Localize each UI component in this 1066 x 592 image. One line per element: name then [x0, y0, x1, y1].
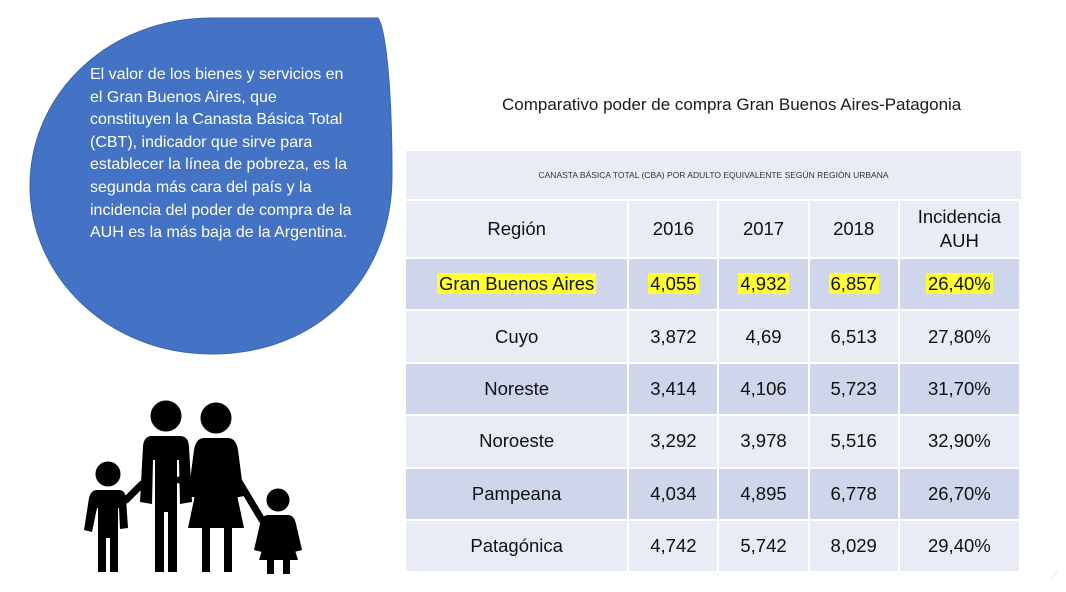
highlighted-value: 4,932 [738, 273, 789, 295]
cell-region: Gran Buenos Aires [406, 258, 630, 312]
table-row: Patagónica 4,742 5,742 8,029 29,40% [406, 519, 1022, 574]
cell-region: Noroeste [406, 415, 630, 469]
table-title: Comparativo poder de compra Gran Buenos … [502, 95, 962, 114]
cell-region: Cuyo [406, 310, 630, 364]
cell-incidencia: 27,80% [898, 310, 1022, 364]
cell-2016: 4,034 [628, 467, 720, 521]
cell-2018: 6,857 [808, 258, 900, 312]
cell-2017: 4,932 [718, 258, 810, 312]
cell-2016: 3,872 [628, 310, 720, 364]
header-2016: 2016 [628, 201, 720, 259]
cell-region: Pampeana [406, 467, 630, 521]
cell-2018: 8,029 [808, 519, 900, 574]
highlighted-value: 4,055 [648, 273, 699, 295]
table-row: Noreste 3,414 4,106 5,723 31,70% [406, 362, 1022, 417]
highlighted-value: 6,857 [828, 273, 879, 295]
cell-incidencia: 32,90% [898, 415, 1022, 469]
cell-region: Noreste [406, 362, 630, 417]
table-row: Pampeana 4,034 4,895 6,778 26,70% [406, 467, 1022, 521]
cell-incidencia: 31,70% [898, 362, 1022, 417]
callout-text: El valor de los bienes y servicios en el… [90, 66, 352, 242]
cell-incidencia: 26,70% [898, 467, 1022, 521]
cell-2017: 3,978 [718, 415, 810, 469]
table-row: Noroeste 3,292 3,978 5,516 32,90% [406, 415, 1022, 469]
highlighted-value: 26,40% [925, 273, 993, 295]
header-2018: 2018 [808, 201, 900, 259]
header-2017: 2017 [718, 201, 810, 259]
cell-incidencia: 29,40% [898, 519, 1022, 574]
cell-2017: 4,106 [718, 362, 810, 417]
cell-2016: 4,742 [628, 519, 720, 574]
cell-2018: 5,723 [808, 362, 900, 417]
table-header-row: Región 2016 2017 2018 Incidencia AUH [406, 201, 1022, 259]
cell-2018: 6,513 [808, 310, 900, 364]
callout-bubble [29, 17, 393, 355]
slide-corner-mark [1050, 570, 1058, 580]
table-row: Gran Buenos Aires 4,055 4,932 6,857 26,4… [406, 258, 1022, 312]
table-grid: Región 2016 2017 2018 Incidencia AUH Gra… [406, 201, 1022, 574]
cell-2017: 5,742 [718, 519, 810, 574]
header-region: Región [406, 201, 630, 259]
family-icon [84, 400, 302, 574]
cell-2017: 4,895 [718, 467, 810, 521]
table-caption: CANASTA BÁSICA TOTAL (CBA) POR ADULTO EQ… [406, 151, 1021, 201]
header-incidencia: Incidencia AUH [898, 201, 1022, 259]
cell-2018: 6,778 [808, 467, 900, 521]
cell-incidencia: 26,40% [898, 258, 1022, 312]
highlighted-value: Gran Buenos Aires [437, 273, 597, 295]
cell-region: Patagónica [406, 519, 630, 574]
table-row: Cuyo 3,872 4,69 6,513 27,80% [406, 310, 1022, 364]
cell-2017: 4,69 [718, 310, 810, 364]
cell-2016: 4,055 [628, 258, 720, 312]
callout-shape [29, 17, 393, 355]
cell-2018: 5,516 [808, 415, 900, 469]
cell-2016: 3,292 [628, 415, 720, 469]
cell-2016: 3,414 [628, 362, 720, 417]
data-table: CANASTA BÁSICA TOTAL (CBA) POR ADULTO EQ… [406, 151, 1022, 574]
